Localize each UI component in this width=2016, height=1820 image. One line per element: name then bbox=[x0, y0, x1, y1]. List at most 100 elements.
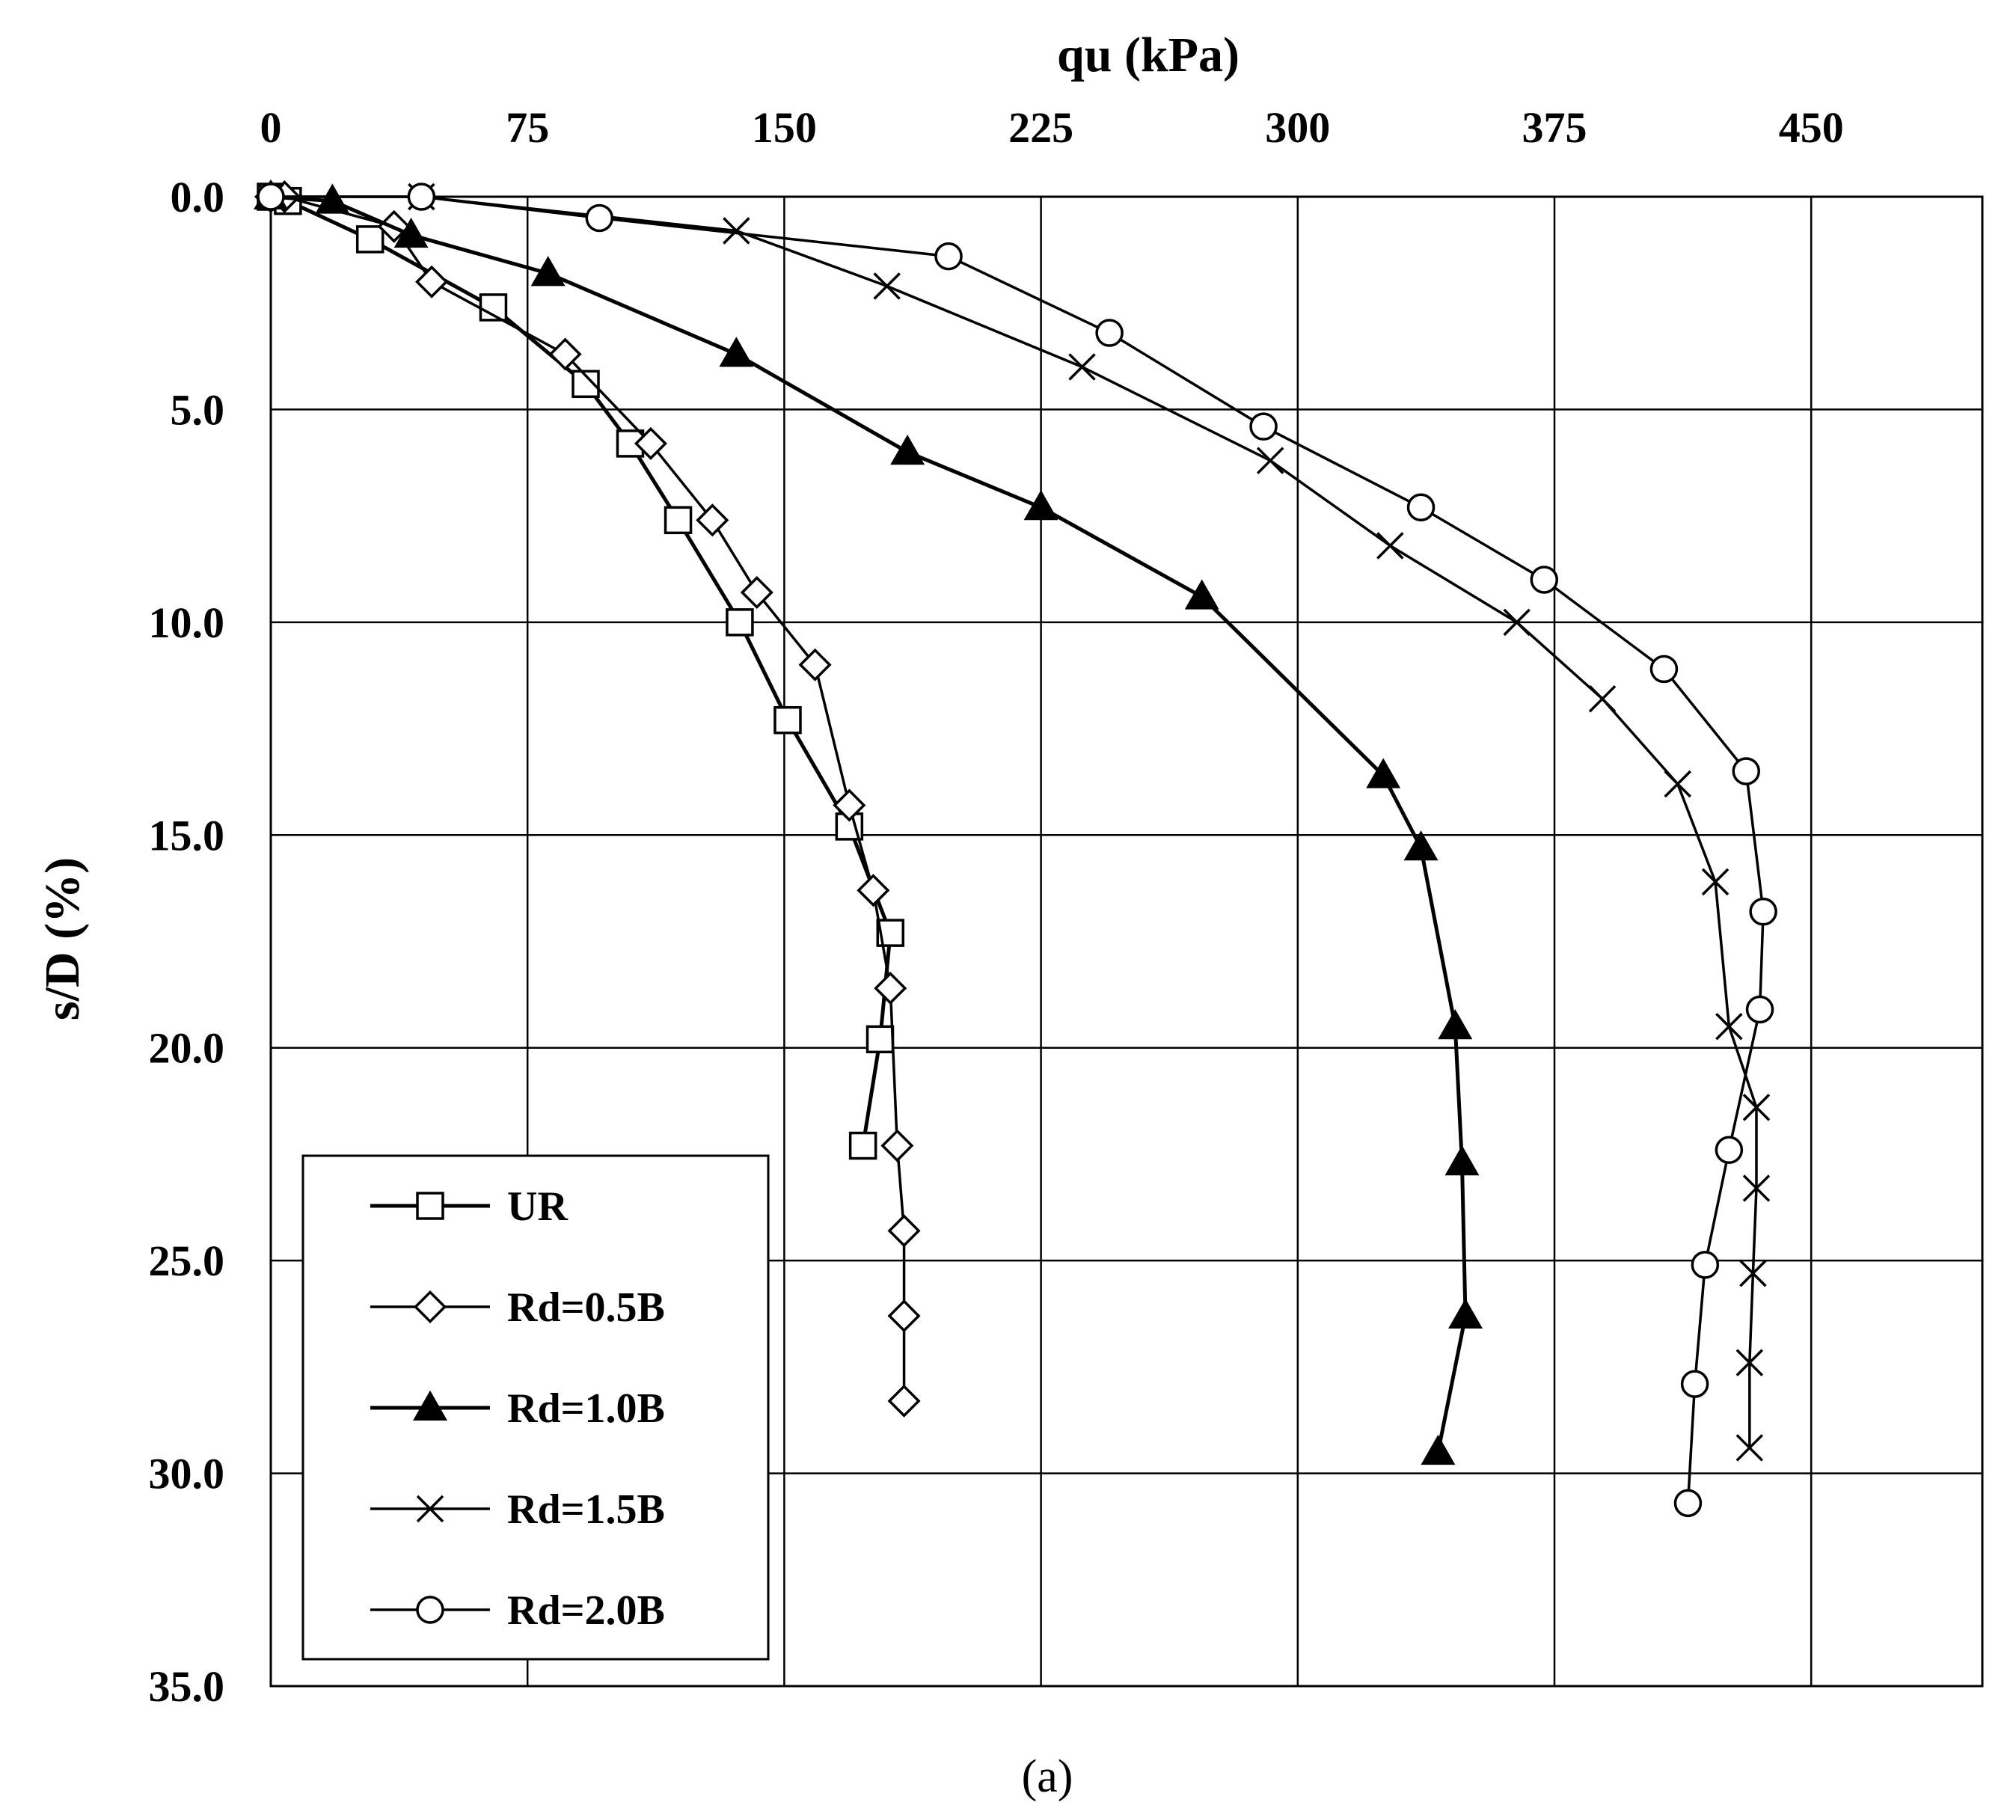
y-tick-label: 15.0 bbox=[149, 811, 225, 860]
legend-label: Rd=1.5B bbox=[507, 1486, 665, 1533]
data-point bbox=[1448, 1298, 1483, 1329]
data-point bbox=[1735, 1434, 1764, 1462]
y-tick-label: 10.0 bbox=[149, 598, 225, 647]
data-point bbox=[865, 1025, 895, 1054]
data-point bbox=[726, 608, 754, 637]
data-point bbox=[1715, 1136, 1744, 1164]
data-point bbox=[874, 972, 907, 1005]
data-point bbox=[1068, 353, 1096, 381]
x-tick-label: 225 bbox=[1008, 103, 1073, 152]
legend-label: Rd=1.0B bbox=[507, 1385, 665, 1432]
data-point bbox=[1735, 1349, 1764, 1376]
legend-entry: Rd=0.5B bbox=[370, 1284, 665, 1331]
y-tick-label: 20.0 bbox=[149, 1024, 225, 1073]
series-line bbox=[270, 194, 892, 1146]
data-point bbox=[393, 217, 429, 248]
data-point bbox=[548, 337, 582, 371]
data-point bbox=[873, 272, 901, 300]
data-point bbox=[1438, 1009, 1473, 1040]
data-point bbox=[315, 183, 350, 214]
data-point bbox=[664, 506, 693, 535]
data-point bbox=[1739, 1259, 1767, 1287]
data-point bbox=[887, 1214, 921, 1248]
series-Rd=2.0B bbox=[257, 183, 1777, 1518]
data-point bbox=[848, 1131, 877, 1160]
data-point bbox=[1376, 532, 1404, 560]
data-point bbox=[1256, 447, 1284, 474]
data-point bbox=[880, 1129, 914, 1162]
data-point bbox=[833, 788, 866, 822]
data-point bbox=[696, 503, 729, 537]
x-axis-title: qu (kPa) bbox=[1057, 28, 1240, 82]
data-point bbox=[773, 705, 802, 735]
series-group bbox=[254, 179, 1777, 1518]
data-point bbox=[257, 183, 285, 211]
series-line bbox=[271, 195, 906, 1401]
data-point bbox=[887, 1299, 921, 1333]
x-tick-label: 150 bbox=[752, 103, 817, 152]
legend-marker bbox=[413, 1390, 447, 1421]
figure-caption: (a) bbox=[1022, 1751, 1073, 1802]
x-tick-label: 300 bbox=[1265, 103, 1330, 152]
data-point bbox=[798, 648, 832, 681]
legend-entry: Rd=2.0B bbox=[370, 1587, 665, 1634]
x-tick-label: 75 bbox=[506, 103, 549, 152]
data-point bbox=[1680, 1370, 1709, 1398]
data-point bbox=[1588, 685, 1617, 713]
y-axis-title: s/D (%) bbox=[35, 857, 90, 1020]
legend: UR Rd=0.5B Rd=1.0B Rd=1.5B Rd=2.0B bbox=[301, 1154, 770, 1661]
data-point bbox=[1742, 1094, 1771, 1121]
legend-label: Rd=0.5B bbox=[507, 1284, 665, 1331]
data-point bbox=[719, 337, 754, 367]
data-point bbox=[616, 429, 645, 458]
data-point bbox=[887, 1384, 921, 1418]
data-point bbox=[1023, 490, 1058, 521]
data-point bbox=[1406, 493, 1436, 522]
y-tick-label: 35.0 bbox=[149, 1662, 225, 1711]
legend-label: Rd=2.0B bbox=[507, 1587, 665, 1634]
x-tick-label: 0 bbox=[260, 103, 282, 152]
data-point bbox=[1749, 897, 1777, 926]
data-point bbox=[1444, 1145, 1480, 1176]
data-point bbox=[355, 225, 384, 254]
data-point bbox=[857, 874, 890, 907]
legend-marker bbox=[416, 1495, 444, 1523]
data-point bbox=[740, 576, 773, 610]
y-tick-label: 25.0 bbox=[149, 1237, 225, 1285]
legend-label: UR bbox=[507, 1183, 568, 1230]
y-tick-label: 0.0 bbox=[171, 173, 225, 221]
data-point bbox=[1503, 608, 1531, 637]
data-point bbox=[1095, 319, 1124, 347]
y-tick-label: 30.0 bbox=[149, 1450, 225, 1498]
legend-entry: Rd=1.0B bbox=[370, 1385, 665, 1432]
x-tick-label: 450 bbox=[1779, 103, 1844, 152]
legend-marker bbox=[416, 1596, 444, 1624]
legend-marker bbox=[413, 1290, 447, 1324]
data-point bbox=[1701, 868, 1729, 896]
data-point bbox=[723, 217, 750, 245]
y-tick-label: 5.0 bbox=[171, 385, 225, 434]
data-point bbox=[1403, 830, 1439, 861]
data-point bbox=[890, 435, 925, 465]
series-line bbox=[270, 194, 1468, 1453]
legend-entries: UR Rd=0.5B Rd=1.0B Rd=1.5B Rd=2.0B bbox=[370, 1183, 665, 1634]
data-point bbox=[407, 183, 436, 211]
data-point bbox=[1673, 1489, 1703, 1518]
data-point bbox=[1732, 757, 1761, 785]
data-point bbox=[1366, 758, 1401, 788]
plot-frame bbox=[269, 195, 1984, 1688]
data-point bbox=[1184, 579, 1219, 610]
data-point bbox=[634, 426, 667, 460]
data-point bbox=[530, 256, 566, 287]
legend-entry: UR bbox=[370, 1183, 568, 1230]
data-point bbox=[1715, 1013, 1743, 1041]
data-point bbox=[1530, 566, 1559, 594]
y-tick-labels: 0.0 5.0 10.0 15.0 20.0 25.0 30.0 35.0 bbox=[149, 173, 225, 1711]
x-tick-labels: 0 75 150 225 300 375 450 bbox=[260, 103, 1844, 152]
data-point bbox=[1745, 995, 1774, 1024]
series-line bbox=[271, 195, 1765, 1504]
legend-entry: Rd=1.5B bbox=[370, 1486, 665, 1533]
data-point bbox=[1249, 412, 1278, 441]
data-point bbox=[934, 242, 963, 271]
